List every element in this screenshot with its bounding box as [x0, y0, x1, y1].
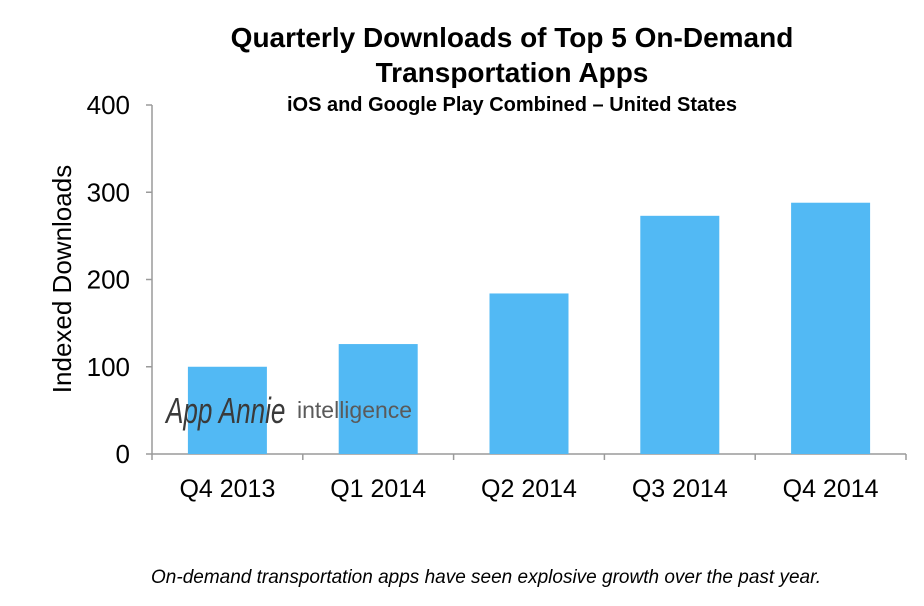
bar: [791, 202, 871, 454]
y-axis-label: Indexed Downloads: [47, 165, 77, 393]
x-tick-label: Q4 2013: [179, 475, 275, 503]
y-tick-label: 400: [87, 90, 130, 120]
bar: [640, 215, 720, 454]
plot-area: 0 100 200 300 400 Q4 2013 Q1 2014 Q2 2014 Q3 201…: [87, 90, 907, 503]
x-tick-label: Q1 2014: [330, 475, 426, 503]
bar: [187, 366, 267, 454]
y-tick-label: 300: [87, 177, 130, 207]
watermark-product: intelligence: [297, 397, 412, 423]
chart-title-line-2: Transportation Apps: [376, 57, 649, 88]
chart-title-line-1: Quarterly Downloads of Top 5 On-Demand: [231, 22, 794, 53]
x-tick-label: Q2 2014: [481, 475, 577, 503]
app-annie-watermark: App Annie intelligence: [164, 390, 412, 431]
bar: [338, 344, 418, 454]
watermark-brand: App Annie: [164, 390, 285, 431]
x-tick-label: Q3 2014: [632, 475, 728, 503]
x-tick-label: Q4 2014: [783, 475, 879, 503]
chart-subtitle: iOS and Google Play Combined – United St…: [287, 94, 737, 116]
y-tick-label: 0: [116, 439, 130, 469]
y-tick-label: 100: [87, 352, 130, 382]
y-tick-label: 200: [87, 265, 130, 295]
bar: [489, 293, 569, 454]
chart-caption: On-demand transportation apps have seen …: [151, 567, 821, 588]
